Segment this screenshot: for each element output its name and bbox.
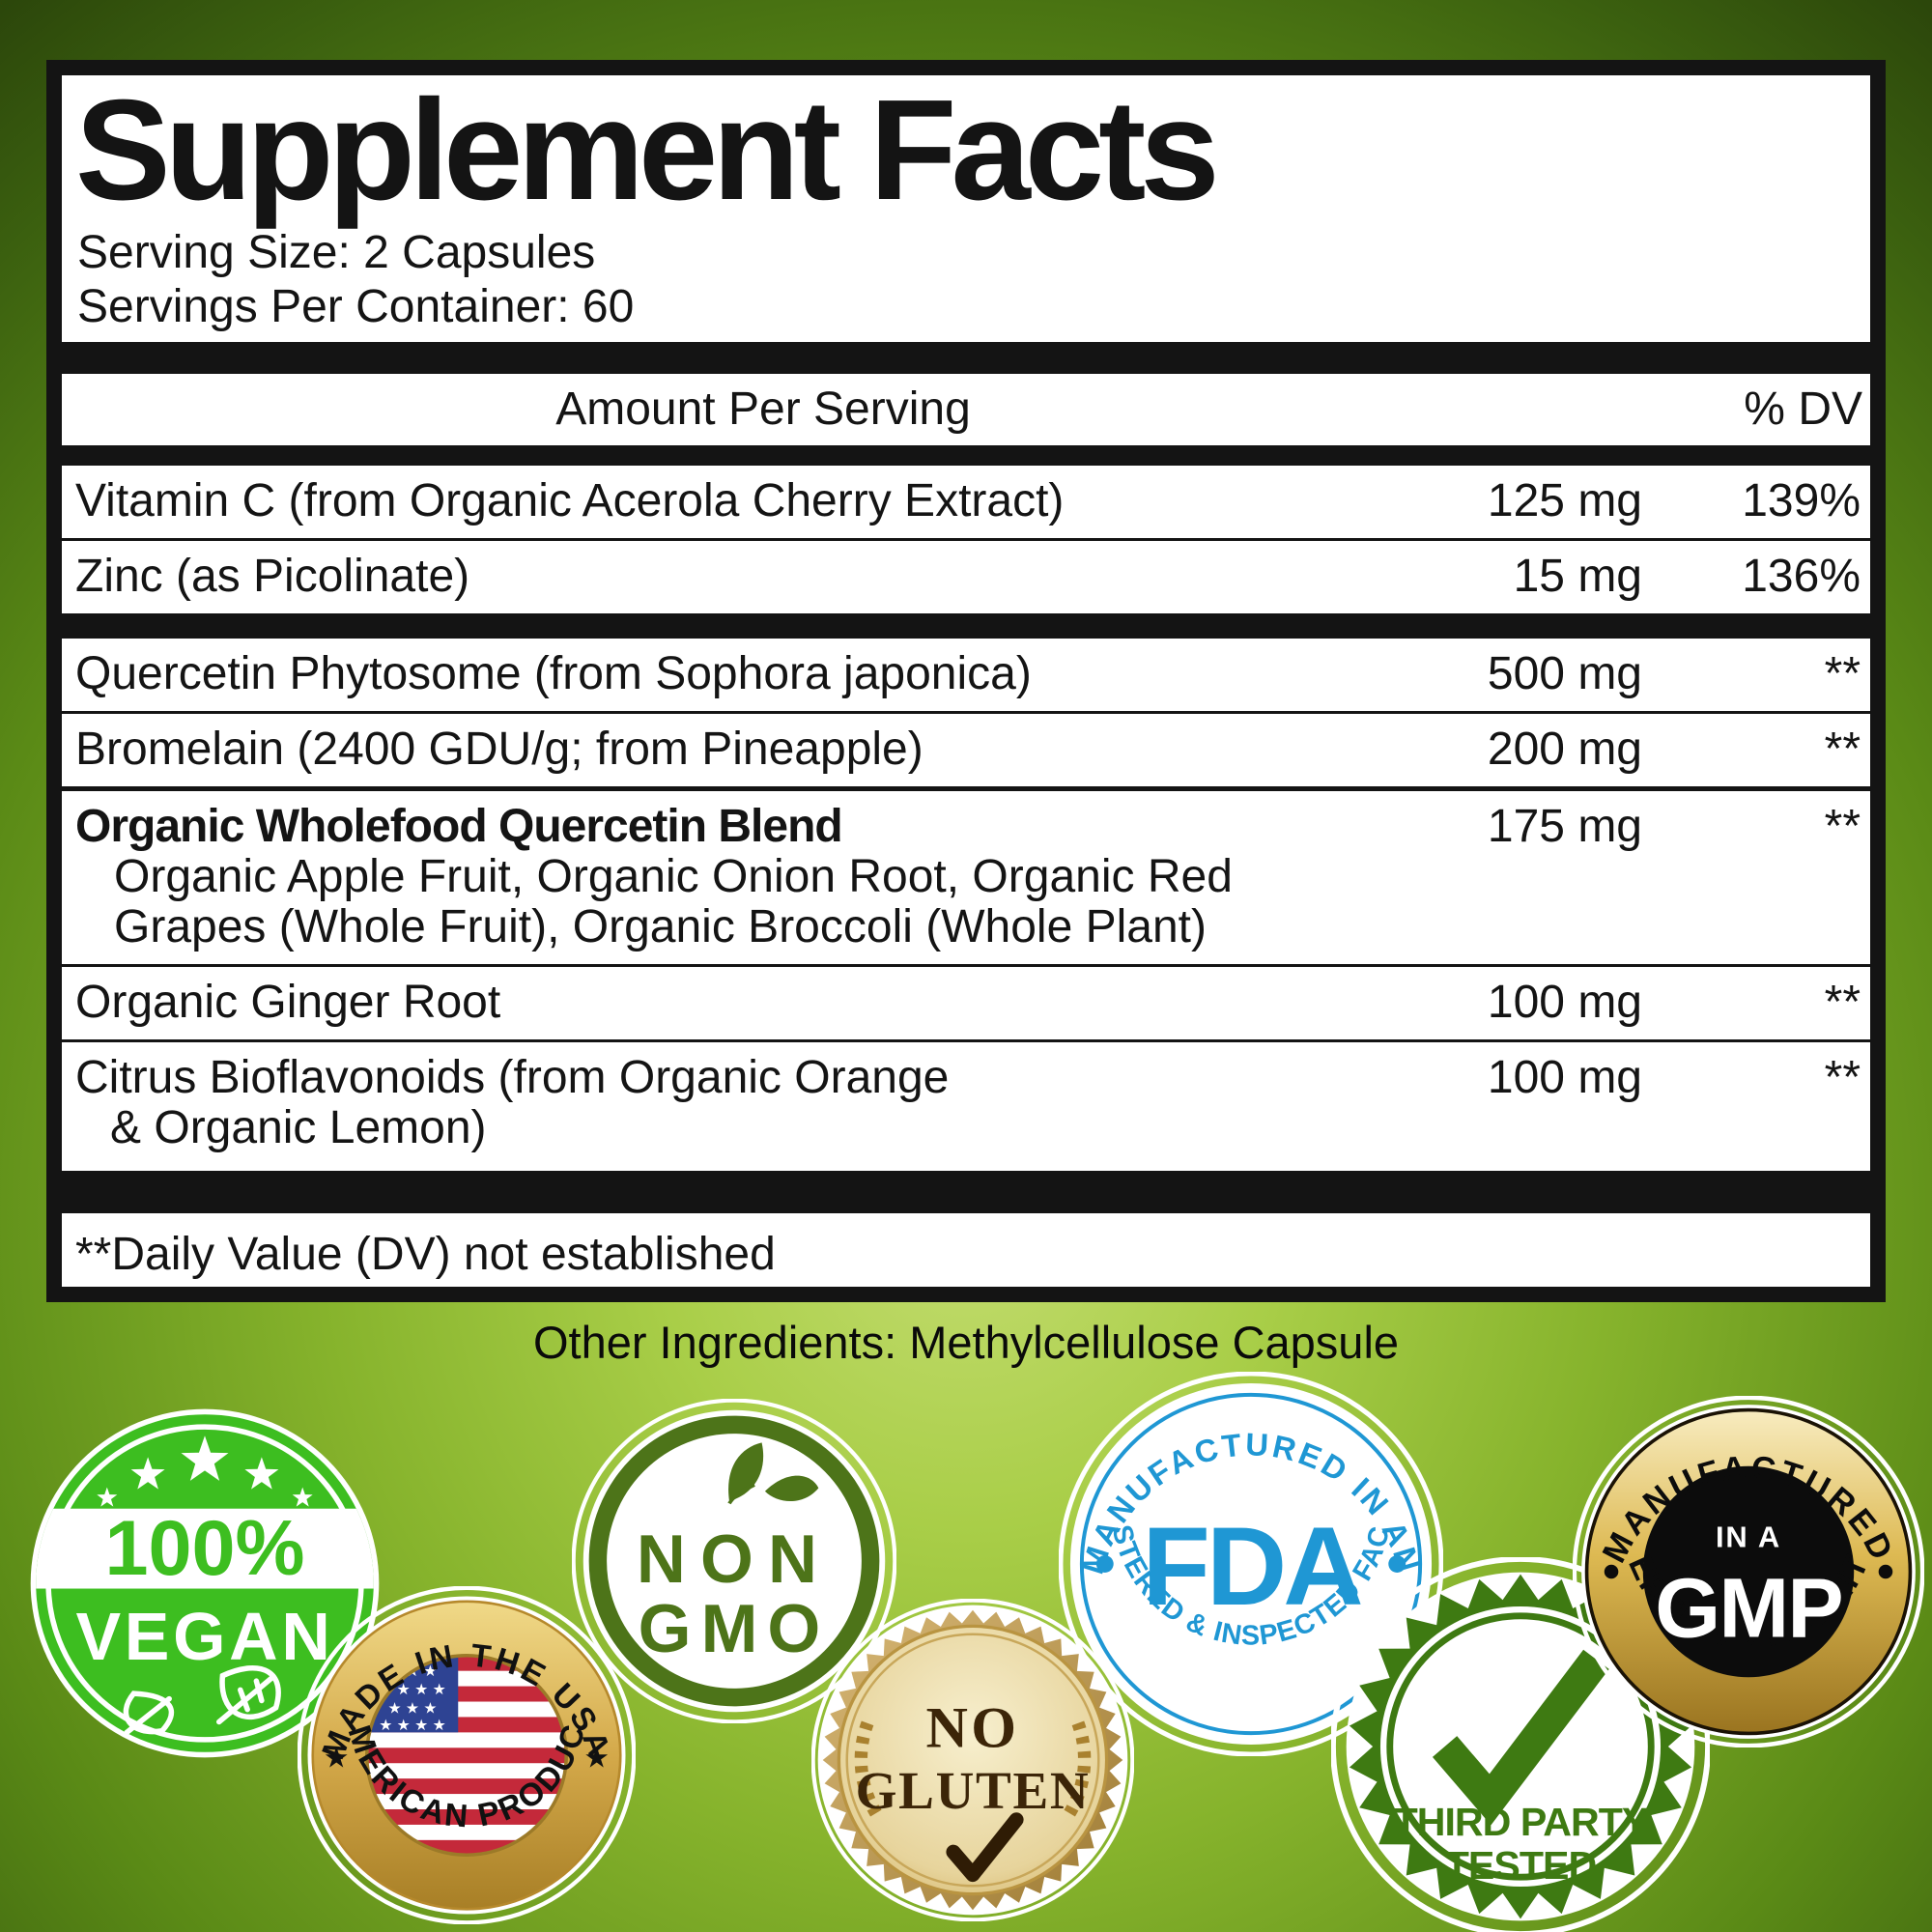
- table-row: Citrus Bioflavonoids (from Organic Orang…: [62, 1042, 1870, 1165]
- third-party-tested-badge-icon: THIRD PARTY TESTED: [1331, 1557, 1710, 1932]
- ingredient-amount: 100 mg: [1487, 1052, 1642, 1103]
- ingredient-name-line2: & Organic Lemon): [110, 1102, 487, 1153]
- no-gluten-line2: GLUTEN: [856, 1761, 1091, 1820]
- table-row-blend: Organic Wholefood Quercetin Blend 175 mg…: [62, 791, 1870, 967]
- ingredient-amount: 125 mg: [1487, 475, 1642, 526]
- table-header: Amount Per Serving % DV: [62, 374, 1870, 445]
- ingredient-name: Bromelain (2400 GDU/g; from Pineapple): [75, 724, 923, 775]
- ingredient-amount: 15 mg: [1513, 551, 1642, 602]
- third-party-line1: THIRD PARTY: [1394, 1800, 1648, 1844]
- divider-bar-medium: [62, 445, 1870, 466]
- no-gluten-badge-icon: NO GLUTEN: [811, 1599, 1134, 1921]
- gmp-badge-icon: MANUFACTURED CERTIFIED FACILITY IN A GMP: [1573, 1396, 1924, 1747]
- column-header-amount: Amount Per Serving: [555, 384, 971, 435]
- dv-footnote: **Daily Value (DV) not established: [75, 1229, 776, 1280]
- made-in-usa-badge-icon: ★ ★ ★★ ★ ★ ★ ★ ★ ★★ ★ ★ ★ MADE IN THE US…: [298, 1586, 636, 1924]
- fda-badge-icon: MANUFACTURED IN AN REGISTERED & INSPECTE…: [1059, 1372, 1443, 1756]
- laurel-icon: [854, 1715, 1092, 1817]
- serving-size: Serving Size: 2 Capsules: [77, 227, 596, 278]
- ingredient-name: Citrus Bioflavonoids (from Organic Orang…: [75, 1052, 950, 1103]
- ingredient-dv: 136%: [1742, 551, 1861, 602]
- star-icon: ★: [583, 1742, 610, 1774]
- divider-bar-thick: [62, 342, 1870, 374]
- ingredient-dv: 139%: [1742, 475, 1861, 526]
- fda-center-label: FDA: [1142, 1505, 1361, 1629]
- table-row: Bromelain (2400 GDU/g; from Pineapple) 2…: [62, 714, 1870, 791]
- table-row: Organic Ginger Root 100 mg **: [62, 967, 1870, 1042]
- ingredient-amount: 100 mg: [1487, 977, 1642, 1028]
- non-gmo-line2: GMO: [639, 1590, 831, 1666]
- no-gluten-line1: NO: [926, 1696, 1020, 1761]
- star-icon: [97, 1435, 313, 1507]
- third-party-line2: TESTED: [1445, 1843, 1596, 1888]
- check-icon: [1432, 1649, 1609, 1826]
- svg-text:★ ★ ★ ★: ★ ★ ★ ★: [379, 1718, 446, 1734]
- ingredient-dv: **: [1824, 648, 1861, 699]
- ingredient-name: Quercetin Phytosome (from Sophora japoni…: [75, 648, 1032, 699]
- gmp-center-small: IN A: [1716, 1520, 1781, 1554]
- ingredient-amount: 500 mg: [1487, 648, 1642, 699]
- non-gmo-line1: NON: [637, 1520, 832, 1597]
- svg-text:★ ★ ★: ★ ★ ★: [387, 1700, 437, 1717]
- blend-sub-ingredients: Organic Apple Fruit, Organic Onion Root,…: [114, 851, 1233, 902]
- leaf-icon: [727, 1442, 819, 1505]
- table-row: Vitamin C (from Organic Acerola Cherry E…: [62, 466, 1870, 541]
- non-gmo-badge-icon: NON GMO: [572, 1399, 896, 1723]
- star-icon: ★: [324, 1742, 350, 1774]
- table-row: Zinc (as Picolinate) 15 mg 136%: [62, 541, 1870, 613]
- vegan-badge-icon: 100% VEGAN: [30, 1408, 380, 1758]
- servings-per-container: Servings Per Container: 60: [77, 281, 635, 332]
- gmp-center-big: GMP: [1655, 1560, 1842, 1655]
- check-icon: [946, 1812, 1024, 1883]
- column-header-dv: % DV: [1744, 384, 1862, 435]
- ingredient-name: Vitamin C (from Organic Acerola Cherry E…: [75, 475, 1065, 526]
- other-ingredients: Other Ingredients: Methylcellulose Capsu…: [532, 1317, 1400, 1368]
- table-row: Quercetin Phytosome (from Sophora japoni…: [62, 639, 1870, 714]
- ingredient-name: Organic Ginger Root: [75, 977, 501, 1028]
- divider-bar-thick: [62, 1171, 1870, 1213]
- supplement-facts-panel: Supplement Facts Serving Size: 2 Capsule…: [46, 60, 1886, 1302]
- vegan-percent: 100%: [104, 1505, 304, 1592]
- vegan-label: VEGAN: [76, 1599, 334, 1674]
- ingredient-dv: **: [1824, 1052, 1861, 1103]
- ingredient-dv: **: [1824, 724, 1861, 775]
- ingredient-dv: **: [1824, 801, 1861, 852]
- ingredient-amount: 175 mg: [1487, 801, 1642, 852]
- ingredient-amount: 200 mg: [1487, 724, 1642, 775]
- blend-sub-ingredients: Grapes (Whole Fruit), Organic Broccoli (…: [114, 901, 1207, 952]
- divider-bar-medium: [62, 613, 1870, 639]
- page-title: Supplement Facts: [75, 71, 1220, 230]
- ingredient-dv: **: [1824, 977, 1861, 1028]
- ingredient-name: Organic Wholefood Quercetin Blend: [75, 801, 843, 852]
- ingredient-name: Zinc (as Picolinate): [75, 551, 470, 602]
- leaf-icon: [123, 1665, 281, 1736]
